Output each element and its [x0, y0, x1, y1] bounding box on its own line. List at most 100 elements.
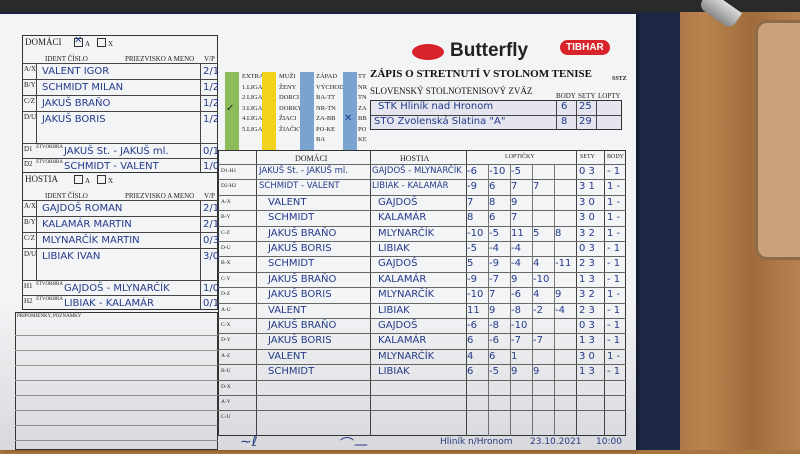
- ball-score: 6: [489, 350, 496, 362]
- player-vp: 0/3: [203, 235, 220, 246]
- doubles-label: ŠTVORHRA: [36, 297, 63, 302]
- notes-line: [15, 365, 218, 366]
- ball-score: -6: [467, 166, 477, 177]
- table-row: [218, 194, 626, 196]
- table-row: [218, 210, 626, 212]
- match-sets: 3 0: [579, 350, 595, 362]
- ball-score: 6: [489, 212, 496, 224]
- table-row: [218, 225, 626, 227]
- group-option: DORKY: [279, 104, 303, 112]
- player-position: C/Z: [24, 234, 35, 242]
- referee-signature: ∼ℓ: [240, 434, 258, 450]
- row-divider: [22, 111, 218, 112]
- table-row: [218, 395, 626, 396]
- home-team-body: 6: [561, 101, 568, 112]
- match-home-player: SCHMIDT: [268, 258, 315, 270]
- match-home-player: SCHMIDT: [268, 366, 315, 378]
- table-row: [218, 348, 626, 350]
- match-sets: 1 3: [579, 273, 595, 285]
- ball-score: 8: [467, 212, 474, 224]
- doubles-position: H1: [24, 282, 33, 290]
- ball-score: 7: [511, 181, 518, 193]
- home-checked-mark: ✕: [74, 35, 83, 46]
- match-code: A-X: [221, 198, 231, 205]
- ball-score: -8: [489, 320, 499, 331]
- player-vp: 1/2: [203, 114, 220, 125]
- table-row: [218, 318, 626, 319]
- region-option: PO-KE: [316, 125, 336, 133]
- league-option: 2.LIGA: [242, 94, 263, 101]
- away-col-name: PRIEZVISKO A MENO: [125, 192, 195, 200]
- ball-score: -9: [467, 181, 477, 193]
- match-points: 1 -: [607, 181, 621, 193]
- table-row: [218, 333, 626, 335]
- region2-option: ZA: [358, 104, 367, 112]
- match-home-player: JAKUŠ BORIS: [268, 243, 332, 254]
- away-checkbox-x: [97, 175, 106, 184]
- match-points: 1 -: [607, 350, 621, 362]
- ball-score: -2: [533, 304, 543, 316]
- row-divider: [22, 63, 218, 64]
- table-row: [218, 241, 626, 242]
- divider: [200, 200, 201, 310]
- home-label: DOMÁCI: [25, 37, 62, 47]
- region2-color-strip: [343, 72, 357, 150]
- notes-line: [15, 350, 218, 351]
- ball-score: 9: [533, 366, 540, 378]
- group-option: DORCI: [279, 94, 300, 101]
- match-sets: 3 2: [579, 289, 595, 301]
- match-sets: 0 3: [579, 320, 595, 331]
- ball-score: 7: [511, 212, 518, 224]
- captain-signature: ⌒—: [340, 437, 368, 453]
- region-option: BA: [316, 136, 326, 143]
- home-opt-x: X: [108, 40, 114, 48]
- sheet-subtitle: SLOVENSKÝ STOLNOTENISOVÝ ZVÄZ: [370, 86, 533, 96]
- match-home-player: JAKUŠ BORIS: [268, 335, 332, 347]
- notes-line: [15, 335, 218, 336]
- away-team-sety: 29: [579, 116, 592, 127]
- row-divider: [22, 295, 218, 296]
- doubles-position: D2: [24, 160, 33, 168]
- away-team-name: STO Zvolenská Slatina "A": [374, 116, 506, 127]
- table-row: [218, 302, 626, 304]
- matches-table: [218, 150, 626, 436]
- league-option: EXTRA: [242, 73, 264, 80]
- league-option: 1.LIGA: [242, 83, 263, 91]
- player-vp: 2/1: [203, 203, 220, 214]
- player-vp: 1/2: [203, 98, 220, 109]
- divider: [36, 63, 37, 143]
- notes-line: [15, 380, 218, 381]
- brand-logo: Butterfly: [450, 40, 529, 61]
- ball-score: 9: [511, 273, 518, 285]
- region-check-mark: ✕: [344, 113, 353, 124]
- match-code: C-X: [221, 322, 231, 328]
- match-sets: 2 3: [579, 304, 595, 316]
- table-row: [218, 379, 626, 381]
- match-sets: 3 0: [579, 212, 595, 224]
- column-divider: [370, 150, 371, 436]
- scoresheet-content: Butterfly TIBHAR ZÁPIS O STRETNUTÍ V STO…: [0, 35, 636, 453]
- home-checkbox-a: [74, 38, 83, 47]
- ball-score: 7: [489, 289, 496, 301]
- ball-score: 4: [533, 289, 540, 301]
- match-code: B-U: [221, 368, 231, 375]
- ball-score: -10: [533, 273, 550, 285]
- match-home-player: JAKUŠ BRAŇO: [268, 227, 337, 239]
- match-home-player: VALENT: [268, 350, 307, 362]
- ball-score: -6: [467, 320, 477, 331]
- player-name: GAJDOŠ ROMAN: [42, 203, 123, 214]
- match-away-player: MLYNARČÍK: [378, 289, 435, 301]
- league-color-strip: [225, 72, 239, 150]
- group-option: ŽENY: [279, 83, 297, 91]
- balls-divider: [510, 164, 511, 436]
- ball-score: -5: [511, 166, 521, 177]
- ball-score: -10: [511, 320, 528, 331]
- sstz-logo: SSTZ: [612, 76, 627, 82]
- league-option: 4.LIGA: [242, 115, 263, 122]
- away-col-vp: V/P: [204, 192, 215, 200]
- player-vp: 2/1: [203, 66, 220, 77]
- match-away-player: LIBIAK: [378, 304, 410, 316]
- region-option: BA-TT: [316, 94, 336, 101]
- match-code: A-Z: [221, 352, 231, 359]
- teams-divider: [556, 100, 557, 130]
